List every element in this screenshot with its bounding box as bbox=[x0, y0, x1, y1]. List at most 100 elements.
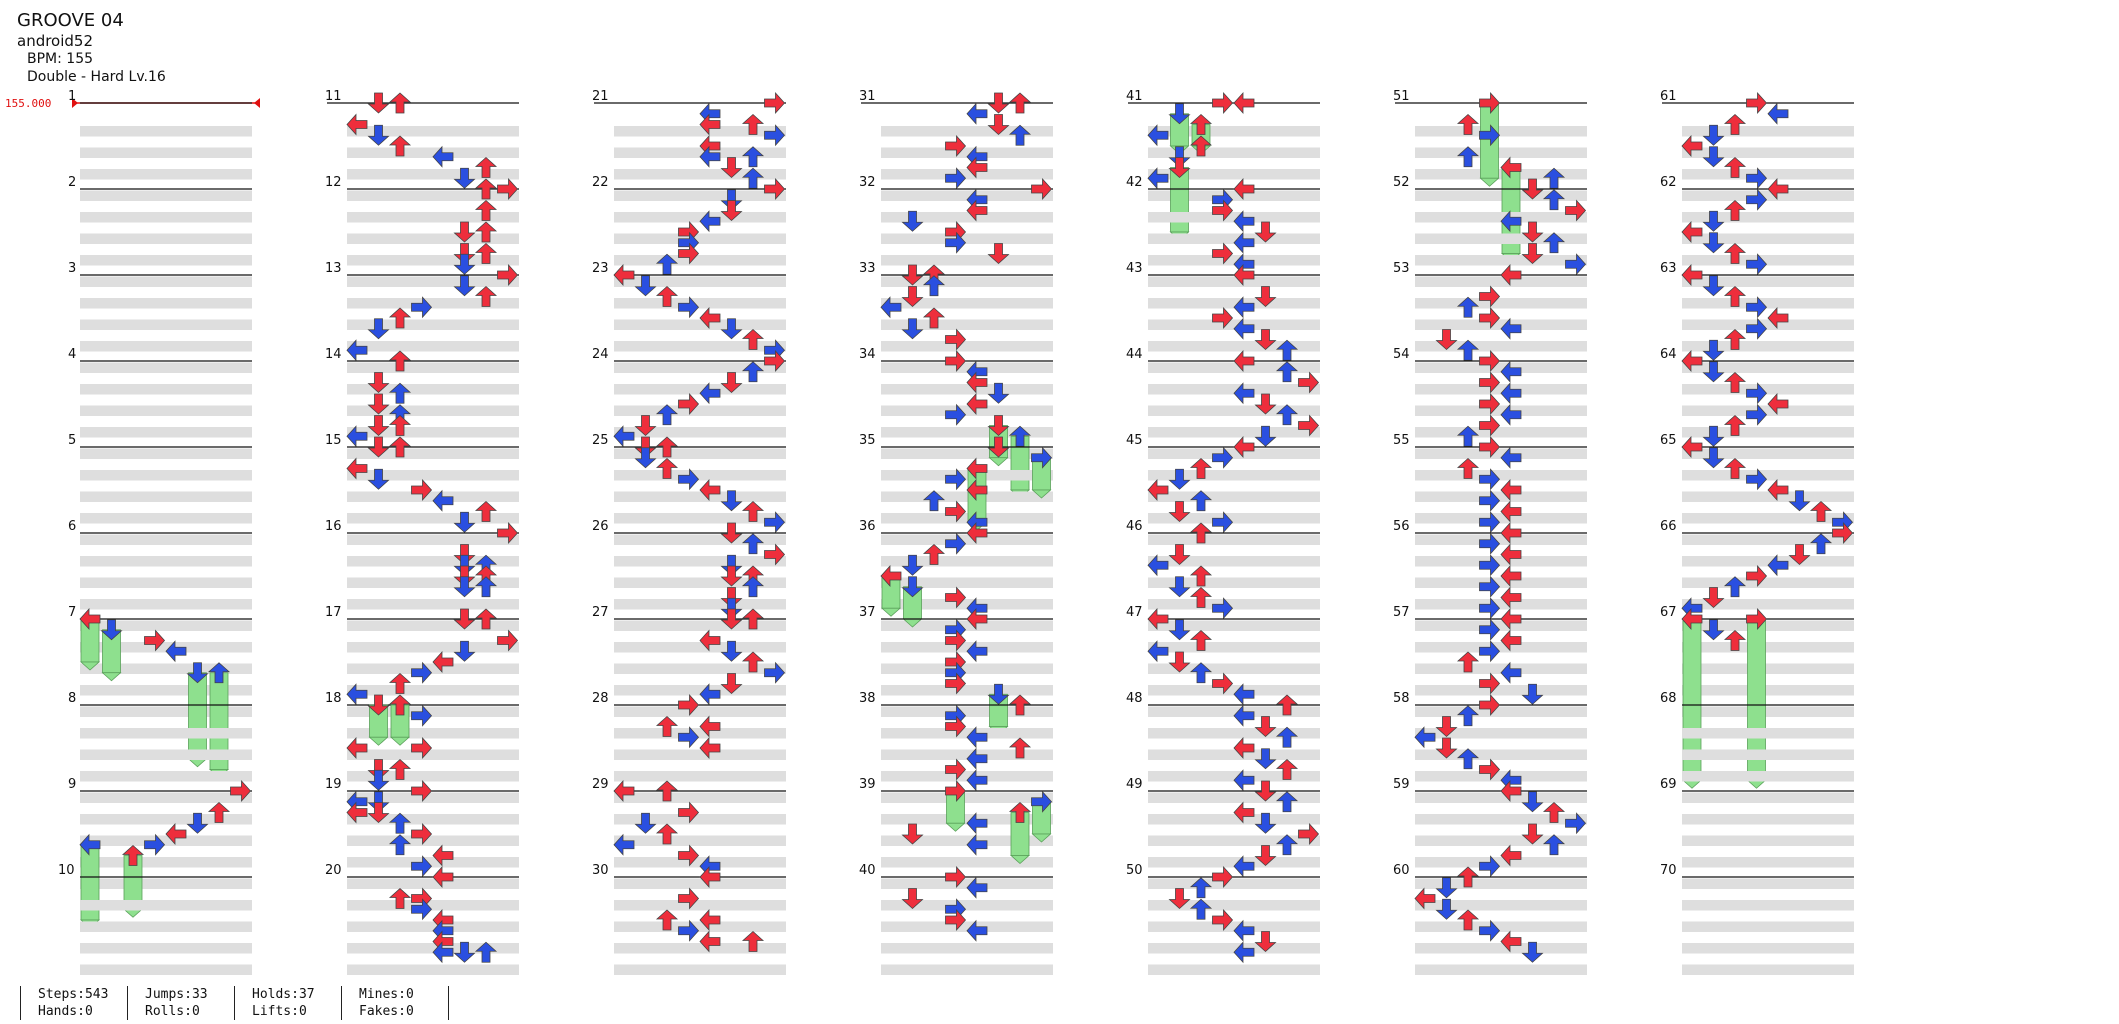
measure-number: 46 bbox=[1126, 519, 1143, 534]
beat-band bbox=[1148, 255, 1320, 266]
note-arrow-down bbox=[453, 511, 476, 533]
beat-band bbox=[1148, 319, 1320, 330]
note-arrow-down bbox=[634, 812, 657, 834]
beat-band bbox=[614, 921, 786, 932]
measure: 43 bbox=[1126, 261, 1320, 373]
measure-number: 21 bbox=[592, 89, 609, 104]
beat-band bbox=[347, 126, 519, 137]
note-arrow-up bbox=[1542, 167, 1566, 189]
note-arrow-down bbox=[453, 608, 476, 630]
note-arrow-up bbox=[741, 533, 765, 555]
note-arrow-right bbox=[945, 586, 967, 609]
beat-band bbox=[1148, 900, 1320, 911]
note-arrow-left bbox=[1233, 231, 1255, 254]
note-arrow-right bbox=[945, 328, 967, 351]
note-arrow-up bbox=[741, 146, 765, 168]
note-arrow-up bbox=[388, 834, 412, 856]
measure-number: 15 bbox=[325, 433, 342, 448]
note-arrow-left bbox=[1147, 607, 1169, 631]
beat-band bbox=[347, 384, 519, 395]
hold-tail bbox=[1479, 177, 1500, 187]
note-arrow-down bbox=[1435, 716, 1458, 738]
note-arrow-down bbox=[367, 92, 390, 114]
beat-band bbox=[1148, 534, 1320, 545]
measure: 14 bbox=[325, 347, 519, 459]
note-arrow-down bbox=[720, 597, 743, 619]
note-arrow-up bbox=[388, 92, 412, 114]
note-arrow-down bbox=[1702, 425, 1725, 447]
beat-band bbox=[1415, 470, 1587, 481]
measure-number: 26 bbox=[592, 519, 609, 534]
note-arrow-down bbox=[453, 167, 476, 189]
note-arrow-up bbox=[1189, 565, 1213, 587]
beat-band bbox=[614, 556, 786, 567]
note-arrow-right bbox=[1746, 564, 1768, 588]
beat-band bbox=[1682, 642, 1854, 653]
beat-band bbox=[1682, 470, 1854, 481]
measure-number: 61 bbox=[1660, 89, 1677, 104]
note-arrow-up bbox=[1008, 737, 1032, 759]
note-arrow-right bbox=[1479, 285, 1501, 308]
beat-band bbox=[1682, 792, 1854, 803]
beat-band bbox=[347, 620, 519, 631]
measure: 22 bbox=[592, 175, 786, 287]
beat-band bbox=[614, 255, 786, 266]
note-arrow-up bbox=[655, 404, 679, 426]
beat-band bbox=[881, 405, 1053, 416]
measure: 66 bbox=[1660, 519, 1854, 631]
note-arrow-down bbox=[901, 554, 924, 576]
note-arrow-down bbox=[1521, 791, 1544, 813]
beat-band bbox=[80, 814, 252, 825]
note-arrow-left bbox=[1233, 296, 1255, 319]
measure: 32 bbox=[859, 175, 1053, 287]
beat-band bbox=[347, 921, 519, 932]
note-arrow-down bbox=[453, 243, 476, 265]
note-arrow-right bbox=[678, 844, 700, 867]
measure-number: 58 bbox=[1393, 691, 1410, 706]
note-arrow-left bbox=[346, 339, 368, 362]
note-arrow-down bbox=[1702, 587, 1725, 609]
beat-band bbox=[881, 255, 1053, 266]
beat-band bbox=[80, 857, 252, 868]
note-arrow-left bbox=[1500, 263, 1522, 287]
note-arrow-down bbox=[1521, 683, 1544, 705]
beat-band bbox=[1415, 556, 1587, 567]
song-artist: android52 bbox=[17, 32, 94, 50]
note-arrow-up bbox=[474, 941, 498, 963]
measure: 42 bbox=[1126, 175, 1320, 287]
beat-band bbox=[80, 212, 252, 223]
note-arrow-right bbox=[1746, 403, 1768, 426]
note-arrow-down bbox=[1435, 737, 1458, 759]
note-arrow-down bbox=[1435, 329, 1458, 351]
beat-band bbox=[1415, 878, 1587, 889]
beat-band bbox=[1148, 771, 1320, 782]
note-arrow-right bbox=[1746, 317, 1768, 340]
beat-band bbox=[881, 169, 1053, 180]
note-arrow-right bbox=[1479, 489, 1501, 512]
beat-band bbox=[1415, 900, 1587, 911]
note-arrow-left bbox=[699, 715, 721, 738]
song-header: GROOVE 04 android52 BPM: 155 Double - Ha… bbox=[17, 10, 166, 86]
note-arrow-down bbox=[1702, 339, 1725, 361]
note-arrow-up bbox=[474, 221, 498, 243]
beat-band bbox=[614, 126, 786, 137]
note-arrow-left bbox=[699, 908, 721, 932]
beat-band bbox=[881, 685, 1053, 696]
beat-band bbox=[1682, 663, 1854, 674]
note-arrow-left bbox=[966, 726, 988, 749]
measure: 19 bbox=[325, 777, 519, 889]
note-arrow-down bbox=[453, 275, 476, 297]
note-arrow-left bbox=[1500, 543, 1522, 566]
measure-number: 20 bbox=[325, 863, 342, 878]
note-arrow-right bbox=[678, 296, 700, 319]
measure-number: 2 bbox=[68, 175, 76, 190]
beat-band bbox=[1415, 233, 1587, 244]
measure-number: 42 bbox=[1126, 175, 1143, 190]
beat-band bbox=[1682, 169, 1854, 180]
note-arrow-down bbox=[1254, 780, 1277, 802]
measure-number: 37 bbox=[859, 605, 876, 620]
note-arrow-right bbox=[764, 543, 786, 566]
beat-band bbox=[614, 964, 786, 975]
beat-band bbox=[1415, 491, 1587, 502]
note-arrow-down bbox=[1168, 157, 1191, 179]
